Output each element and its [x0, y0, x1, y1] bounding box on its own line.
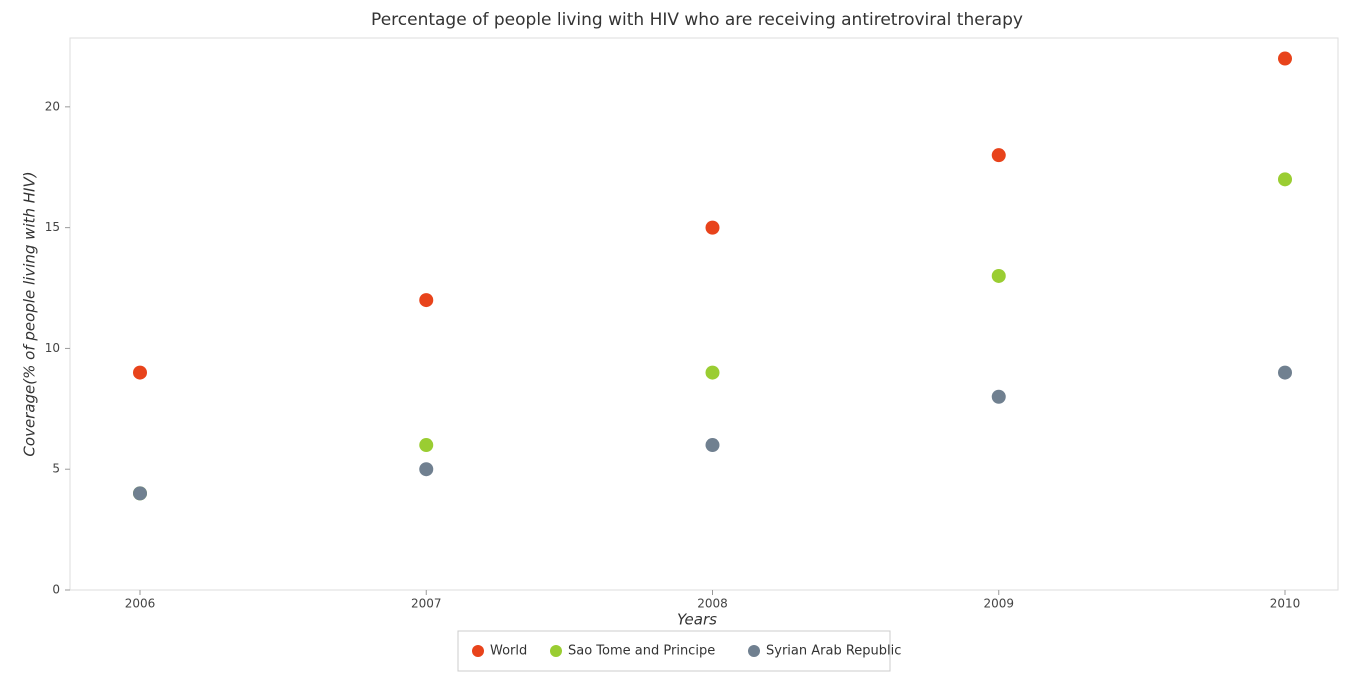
- data-point: [419, 462, 434, 477]
- legend-label: World: [490, 644, 527, 659]
- data-point: [705, 220, 720, 235]
- x-tick-label: 2009: [983, 597, 1014, 611]
- legend-label: Syrian Arab Republic: [766, 644, 901, 659]
- data-point: [419, 438, 434, 453]
- y-axis-label: Coverage(% of people living with HIV): [21, 171, 39, 456]
- legend-marker: [748, 645, 760, 657]
- data-point: [1278, 365, 1292, 380]
- data-point: [1278, 51, 1292, 66]
- data-point: [1278, 172, 1292, 187]
- y-tick-label: 10: [45, 341, 60, 355]
- x-tick-label: 2008: [697, 597, 728, 611]
- x-tick-label: 2006: [125, 597, 156, 611]
- plot-frame: [69, 37, 1339, 591]
- legend-label: Sao Tome and Principe: [568, 644, 715, 659]
- data-point: [991, 268, 1006, 283]
- data-point: [991, 389, 1006, 404]
- data-point: [133, 365, 147, 380]
- y-tick-label: 5: [52, 462, 60, 476]
- x-tick-label: 2007: [411, 597, 442, 611]
- x-axis-label: Years: [677, 611, 717, 629]
- y-tick-label: 15: [45, 220, 60, 234]
- chart-title: Percentage of people living with HIV who…: [371, 10, 1023, 30]
- y-tick-label: 0: [52, 583, 60, 597]
- data-point: [133, 486, 147, 501]
- data-point: [991, 148, 1006, 163]
- x-tick-label: 2010: [1270, 597, 1301, 611]
- legend-marker: [472, 645, 484, 657]
- y-tick-label: 20: [45, 99, 60, 113]
- data-point: [705, 365, 720, 380]
- data-point: [419, 293, 434, 308]
- legend: [457, 630, 891, 672]
- data-point: [705, 438, 720, 453]
- legend-marker: [550, 645, 562, 657]
